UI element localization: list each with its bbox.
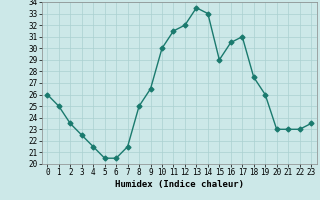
- X-axis label: Humidex (Indice chaleur): Humidex (Indice chaleur): [115, 180, 244, 189]
